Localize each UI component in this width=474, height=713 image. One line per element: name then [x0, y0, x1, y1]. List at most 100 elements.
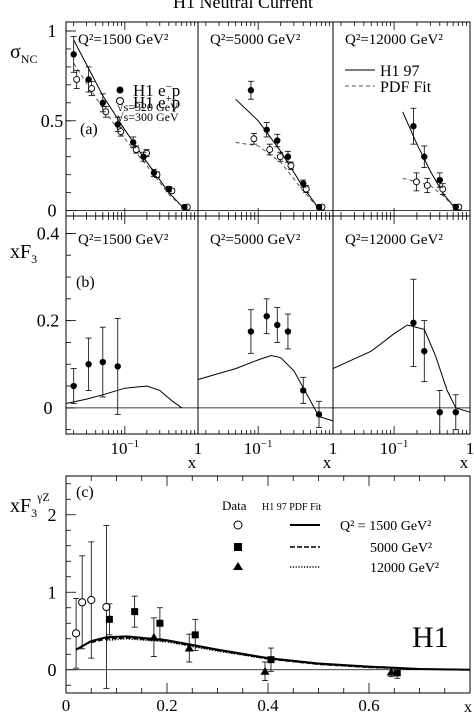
eplus-marker: [412, 178, 420, 186]
eplus-marker: [73, 76, 81, 83]
panel-label-a: (a): [80, 121, 98, 138]
x-axis-label: x: [460, 453, 469, 472]
sigma-nc-chart: 0 0.5 1 σNC (a) Q²=1500 GeV² Q²=5000 GeV² Q²=12…: [10, 21, 471, 221]
panel-label-b: (b): [76, 274, 95, 291]
gz-marker-triangle: [184, 643, 194, 652]
legend-marker-triangle: [233, 562, 243, 570]
x-axis-label: x: [323, 453, 332, 472]
gz-marker-circle: [78, 598, 87, 607]
gz-marker-triangle: [386, 667, 396, 676]
h1-logo-text: H1: [412, 621, 449, 654]
xf3-marker: [114, 363, 121, 370]
x-axis-label: x: [464, 699, 472, 713]
y-axis-label: xF3: [10, 241, 37, 266]
pdf-fit-curve: [235, 141, 320, 210]
sigma-panel-1: Q²=1500 GeV²: [66, 22, 199, 216]
gz-series-filled-square: [105, 595, 401, 679]
q2-label: Q²=12000 GeV²: [345, 232, 443, 248]
legend-emin-energy: √s=320 GeV: [117, 100, 179, 114]
xf3-marker: [284, 328, 292, 335]
q2-label: Q²=12000 GeV²: [345, 32, 443, 48]
y-tick-label: 1: [48, 21, 57, 41]
emin-marker: [263, 126, 270, 133]
emin-marker: [315, 203, 323, 211]
y-tick-label: 0: [44, 398, 53, 418]
emin-marker: [421, 153, 428, 160]
emin-marker: [300, 180, 307, 187]
xf3-marker: [452, 409, 459, 416]
gz-series-open-circle: [72, 525, 111, 689]
legend-emin-marker: [116, 86, 124, 94]
gz-marker-circle: [102, 602, 111, 612]
x-tick-label: 10−1: [110, 438, 139, 458]
xf3-marker: [410, 319, 417, 327]
legend-pdf-fit-label: PDF Fit: [380, 79, 432, 96]
emin-marker: [452, 203, 459, 211]
legend-entry-1500: Q² = 1500 GeV²: [340, 519, 431, 534]
emin-marker: [165, 185, 173, 193]
xf3-marker: [70, 382, 77, 390]
gz-legend: Data H1 97 PDF Fit Q² = 1500 GeV² 5000 GeV²…: [222, 498, 439, 576]
legend-eplus-energy: √s=300 GeV: [117, 110, 179, 124]
q2-label: Q²=1500 GeV²: [78, 232, 169, 248]
y-tick-label: 0: [48, 201, 57, 221]
legend-eplus-marker: [116, 97, 124, 105]
panel-label-c: (c): [76, 484, 94, 501]
xf3-fit-curve: [197, 354, 334, 422]
emin-marker: [114, 121, 121, 128]
xf3-marker: [99, 358, 107, 366]
eplus-marker: [266, 146, 274, 153]
xf3-marker: [436, 409, 443, 416]
x-tick-label: 0: [62, 696, 71, 713]
xf3-frame: [65, 215, 471, 435]
x-tick-label: 0.2: [156, 696, 177, 713]
x-tick-label: 1: [329, 439, 338, 458]
y-tick-label: 2: [48, 505, 57, 525]
emin-marker: [150, 169, 158, 177]
h1-97-fit-curve: [402, 111, 457, 210]
legend-emin-label: H1 e−p: [133, 81, 180, 100]
emin-marker: [284, 153, 292, 160]
gz-marker-triangle: [260, 666, 270, 675]
x-tick-label: 0.6: [358, 696, 379, 713]
xf3-marker: [300, 387, 307, 394]
x-axis-label: x: [188, 453, 197, 472]
h1-97-fit-curve: [235, 98, 320, 210]
gz-marker-square: [393, 669, 401, 677]
legend-entry-12000: 12000 GeV²: [370, 561, 439, 576]
eplus-marker: [88, 85, 96, 92]
q2-label: Q²=1500 GeV²: [78, 32, 169, 48]
gz-series-filled-triangle: [149, 617, 396, 681]
x-tick-label: 1: [466, 439, 474, 458]
gz-marker-square: [156, 619, 164, 627]
xf3-marker: [247, 328, 255, 335]
legend-marker-square: [234, 543, 242, 551]
gz-marker-square: [191, 631, 199, 639]
q2-label: Q²=5000 GeV²: [210, 32, 301, 48]
xf3-fit-curve: [65, 385, 183, 409]
gz-marker-square: [267, 656, 275, 664]
x-tick-label: 10−1: [244, 438, 273, 458]
legend-eplus-label: H1 e+p: [133, 93, 180, 112]
eplus-marker: [423, 182, 431, 189]
xf3-marker: [421, 347, 428, 355]
y-tick-label: 1: [48, 582, 57, 602]
emin-marker: [140, 153, 147, 160]
xf3-marker: [315, 411, 323, 418]
xf3-gammaz-chart: 0 1 2 0 0.2 0.4 0.6 x xF3γZ (c) H1 Data H1 97 PDF Fi…: [10, 475, 472, 713]
y-tick-label: 0.4: [37, 223, 60, 243]
emin-marker: [247, 87, 255, 94]
figure-title: H1 Neutral Current: [173, 0, 313, 12]
eplus-marker: [250, 135, 258, 143]
xf3-marker: [274, 321, 281, 329]
emin-marker: [70, 51, 77, 58]
legend-fit-header: H1 97 PDF Fit: [262, 502, 321, 513]
eplus-marker: [276, 153, 284, 161]
gz-marker-square: [105, 615, 113, 623]
y-tick-label: 0: [48, 660, 57, 680]
